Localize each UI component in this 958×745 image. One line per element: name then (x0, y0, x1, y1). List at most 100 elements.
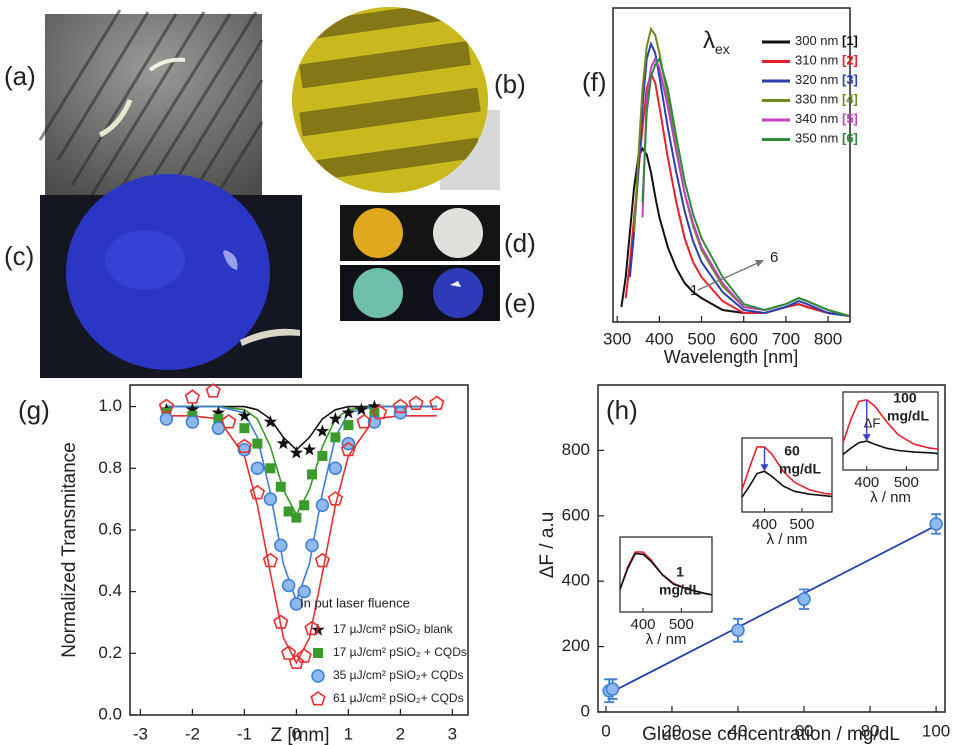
marker (798, 593, 810, 605)
x-tick-label: 0 (601, 721, 610, 740)
legend-entry: 350 nm [6] (795, 131, 858, 146)
legend-title-main: λ (703, 27, 715, 54)
legend-title-sub: ex (715, 41, 730, 57)
marker (303, 443, 316, 456)
legend-title: In put laser fluence (300, 595, 410, 610)
y-tick-label: 600 (562, 505, 590, 524)
marker (343, 420, 353, 430)
y-axis-title: Normalized Transmitance (59, 442, 80, 657)
legend-entry: 310 nm [2] (795, 53, 858, 68)
y-tick-label: 0.0 (98, 704, 122, 723)
panel-label: (b) (494, 69, 526, 99)
marker (277, 437, 290, 450)
legend-entry: 61 µJ/cm² pSiO₂+ CQDs (333, 691, 464, 705)
inset-x-title: λ / nm (646, 631, 687, 648)
legend-name: 310 nm (795, 53, 838, 68)
marker (607, 683, 619, 695)
marker (251, 462, 263, 474)
marker (275, 539, 287, 551)
marker (160, 413, 172, 425)
marker (264, 493, 276, 505)
inset-label: 100 (893, 390, 917, 406)
annotation: 6 (770, 249, 778, 266)
marker (930, 518, 942, 530)
x-tick-label: 700 (772, 329, 800, 348)
marker (317, 451, 327, 461)
x-tick-label: 300 (603, 329, 631, 348)
inset-annotation: ΔF (864, 415, 881, 430)
marker (207, 384, 220, 397)
legend-name: 320 nm (795, 72, 838, 87)
x-tick-label: 600 (730, 329, 758, 348)
y-tick-label: 0.2 (98, 643, 122, 662)
x-tick-label: 3 (448, 724, 457, 743)
x-axis-title: Wavelength [nm] (664, 347, 798, 367)
inset-label: 60 (784, 443, 800, 459)
marker (306, 539, 318, 551)
plot-frame (130, 385, 468, 715)
line (626, 74, 850, 316)
inset-label: 1 (676, 564, 684, 580)
marker (291, 513, 301, 523)
legend-tag: [2] (842, 53, 858, 68)
x-tick-label: -3 (133, 724, 148, 743)
legend-tag: [6] (842, 131, 858, 146)
marker (265, 463, 275, 473)
legend-name: 330 nm (795, 92, 838, 107)
photo-e (340, 265, 500, 321)
y-tick-label: 200 (562, 636, 590, 655)
inset-label: mg/dL (887, 408, 929, 424)
panel-label: (d) (504, 228, 536, 258)
marker (329, 462, 341, 474)
legend-tag: [3] (842, 72, 858, 87)
panel-label: (a) (4, 61, 36, 91)
panel-label: (e) (504, 288, 536, 318)
marker (252, 439, 262, 449)
x-tick-label: 400 (645, 329, 673, 348)
marker (212, 422, 224, 434)
line (621, 149, 849, 316)
inset-label: mg/dL (779, 461, 821, 477)
x-axis-title: Glucose concentration / mg/dL (642, 724, 900, 745)
marker (316, 554, 329, 567)
legend-title: λex (703, 27, 730, 56)
legend-marker (312, 670, 324, 682)
photo-b (292, 0, 500, 193)
legend-entry: 320 nm [3] (795, 72, 858, 87)
fit-line (166, 407, 436, 515)
marker (283, 579, 295, 591)
x-tick-label: 100 (922, 721, 950, 740)
y-tick-label: 0.8 (98, 458, 122, 477)
y-tick-label: 800 (562, 440, 590, 459)
legend-marker (311, 692, 324, 705)
x-tick-label: 800 (814, 329, 842, 348)
x-tick-label: 1 (344, 724, 353, 743)
marker (290, 446, 303, 459)
marker (238, 409, 251, 422)
marker (222, 415, 235, 428)
y-tick-label: 0.6 (98, 519, 122, 538)
x-tick-label: 500 (687, 329, 715, 348)
legend-entry: 17 µJ/cm² pSiO₂ + CQDs (333, 645, 467, 659)
figure: (a) (b) (c) (d) (e) 300400500600700800Wa… (0, 0, 958, 745)
marker (732, 624, 744, 636)
marker (355, 403, 368, 416)
inset-label: mg/dL (659, 582, 701, 598)
inset-frame (620, 537, 712, 612)
panel-label: (g) (18, 395, 50, 425)
x-tick-label: -2 (185, 724, 200, 743)
marker (186, 390, 199, 403)
legend-entry: 340 nm [5] (795, 111, 858, 126)
legend-tag: [1] (842, 33, 858, 48)
legend-entry: 330 nm [4] (795, 92, 858, 107)
annotation: 1 (690, 282, 698, 299)
legend-tag: [5] (842, 111, 858, 126)
panel-label: (f) (582, 67, 607, 97)
marker (330, 432, 340, 442)
legend-entry: 35 µJ/cm² pSiO₂+ CQDs (333, 668, 464, 682)
photo-a (40, 10, 262, 198)
y-tick-label: 400 (562, 571, 590, 590)
marker (239, 423, 249, 433)
inset-x-title: λ / nm (767, 531, 808, 548)
legend-tag: [4] (842, 92, 858, 107)
